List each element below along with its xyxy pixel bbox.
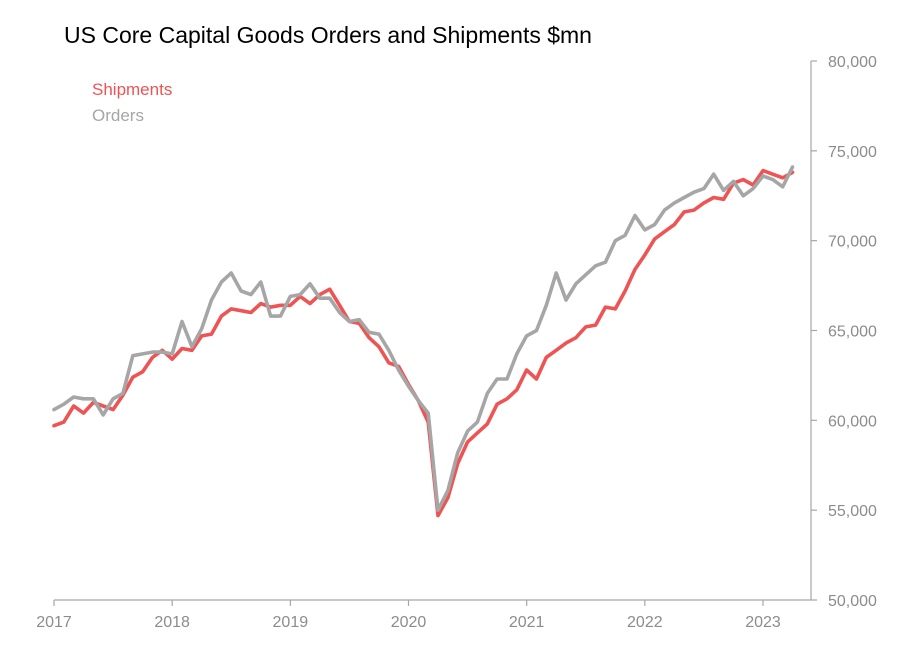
y-tick-label: 60,000 (828, 413, 877, 430)
y-tick-label: 65,000 (828, 324, 877, 341)
x-tick-label: 2021 (509, 614, 545, 631)
x-tick-label: 2022 (627, 614, 663, 631)
axes: 2017 2018 2019 2020 2021 2022 2023 50,000 55,000… (36, 54, 877, 631)
x-tick-label: 2020 (391, 614, 427, 631)
legend: Shipments Orders (92, 80, 172, 125)
legend-label-orders: Orders (92, 106, 144, 125)
series-line-orders (52, 165, 795, 513)
series-layer (52, 165, 795, 518)
x-tick-label: 2019 (273, 614, 309, 631)
y-tick-label: 75,000 (828, 144, 877, 161)
y-tick-label: 50,000 (828, 593, 877, 610)
x-tick-label: 2017 (36, 614, 72, 631)
y-tick-label: 80,000 (828, 54, 877, 71)
y-tick-label: 55,000 (828, 503, 877, 520)
series-line-shipments (52, 168, 795, 518)
legend-label-shipments: Shipments (92, 80, 172, 99)
chart-title: US Core Capital Goods Orders and Shipmen… (64, 22, 592, 48)
y-tick-label: 70,000 (828, 234, 877, 251)
x-tick-label: 2023 (745, 614, 781, 631)
x-tick-label: 2018 (154, 614, 190, 631)
